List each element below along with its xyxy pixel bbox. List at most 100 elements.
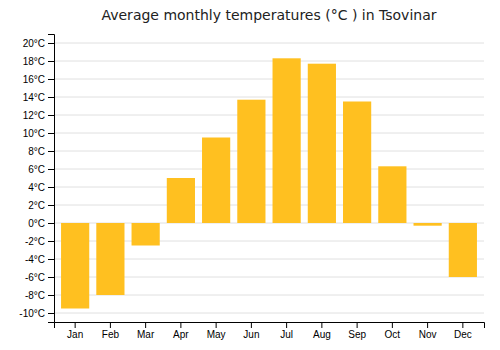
y-tick: -4°C: [25, 254, 54, 265]
y-tick: -2°C: [25, 236, 54, 247]
x-tick-label: Dec: [454, 329, 472, 340]
bar: [343, 102, 371, 224]
y-tick-mark: [48, 241, 54, 242]
x-tick-mark: [357, 322, 358, 328]
y-tick: 6°C: [28, 164, 54, 175]
y-tick-label: 6°C: [28, 164, 45, 175]
x-tick-label: Jul: [280, 329, 293, 340]
x-tick: Jun: [243, 322, 259, 340]
y-tick-mark: [48, 43, 54, 44]
x-tick-mark: [427, 322, 428, 328]
grid-line: [54, 61, 484, 62]
y-tick: 20°C: [23, 38, 54, 49]
x-tick-mark: [392, 322, 393, 328]
y-tick-mark: [48, 115, 54, 116]
bar: [237, 100, 265, 223]
y-tick-mark: [48, 295, 54, 296]
x-tick: Aug: [313, 322, 331, 340]
y-tick: 0°C: [28, 218, 54, 229]
x-tick: Jan: [67, 322, 83, 340]
x-tick-mark: [286, 322, 287, 328]
x-tick-label: Apr: [173, 329, 189, 340]
plot-area: -10°C -8°C -6°C -4°C -2°C 0°C 2°C 4°C 6°C 8°C 10°C…: [19, 35, 484, 341]
grid-line: [54, 79, 484, 80]
y-tick: 8°C: [28, 146, 54, 157]
y-tick-label: -2°C: [25, 236, 45, 247]
x-tick-mark: [321, 322, 322, 328]
x-tick-mark: [216, 322, 217, 328]
x-tick: Nov: [419, 322, 437, 340]
y-tick: -10°C: [19, 308, 54, 319]
y-tick-label: 8°C: [28, 146, 45, 157]
x-tick-label: Sep: [348, 329, 366, 340]
grid-line: [54, 115, 484, 116]
x-tick: Feb: [102, 322, 120, 340]
y-axis: -10°C -8°C -6°C -4°C -2°C 0°C 2°C 4°C 6°C 8°C 10°C…: [19, 35, 54, 323]
x-tick: Apr: [173, 322, 189, 340]
x-tick-label: Oct: [385, 329, 401, 340]
bar: [378, 166, 406, 223]
y-tick-label: -8°C: [25, 290, 45, 301]
y-tick-label: 4°C: [28, 182, 45, 193]
y-tick-mark: [48, 79, 54, 80]
y-tick: 10°C: [23, 128, 54, 139]
y-tick-label: 0°C: [28, 218, 45, 229]
y-tick: -8°C: [25, 290, 54, 301]
x-tick: Jul: [280, 322, 293, 340]
y-tick-label: 10°C: [23, 128, 45, 139]
bar: [273, 58, 301, 223]
y-tick-mark: [48, 61, 54, 62]
bar: [96, 223, 124, 295]
y-tick: 14°C: [23, 92, 54, 103]
bar: [61, 223, 89, 309]
bars: [61, 58, 477, 308]
y-tick-label: -4°C: [25, 254, 45, 265]
x-tick-mark: [110, 322, 111, 328]
x-tick-mark: [251, 322, 252, 328]
x-tick-label: May: [207, 329, 226, 340]
x-tick: Dec: [454, 322, 472, 340]
x-tick-mark: [180, 322, 181, 328]
y-tick: 2°C: [28, 200, 54, 211]
x-axis-line: [55, 323, 485, 329]
y-tick-mark: [48, 97, 54, 98]
y-tick-label: 18°C: [23, 56, 45, 67]
y-tick-mark: [48, 205, 54, 206]
y-tick-mark: [48, 133, 54, 134]
x-tick-label: Jun: [243, 329, 259, 340]
x-tick: Oct: [385, 322, 401, 340]
y-tick-label: -10°C: [19, 308, 45, 319]
x-tick-mark: [145, 322, 146, 328]
x-tick-label: Feb: [102, 329, 120, 340]
x-tick-mark: [75, 322, 76, 328]
y-tick: 18°C: [23, 56, 54, 67]
grid-line: [54, 43, 484, 44]
grid-line: [54, 97, 484, 98]
grid-line: [54, 151, 484, 152]
chart-svg: Average monthly temperatures (°C ) in Ts…: [0, 0, 500, 350]
bar: [449, 223, 477, 277]
bar: [414, 223, 442, 226]
y-tick-mark: [48, 169, 54, 170]
bar: [202, 138, 230, 224]
grid-line: [54, 205, 484, 206]
x-tick: Mar: [137, 322, 155, 340]
x-tick-mark: [462, 322, 463, 328]
y-tick-mark: [48, 151, 54, 152]
x-tick-label: Nov: [419, 329, 437, 340]
y-tick-mark: [48, 187, 54, 188]
y-axis-line: [48, 35, 55, 323]
x-axis: Jan Feb Mar Apr May Jun Jul Aug Sep Oct Nov Dec: [55, 322, 485, 340]
y-tick-mark: [48, 223, 54, 224]
y-tick-label: 14°C: [23, 92, 45, 103]
x-tick: May: [207, 322, 226, 340]
bar: [308, 64, 336, 223]
y-tick-label: 2°C: [28, 200, 45, 211]
bar: [167, 178, 195, 223]
chart-container: Average monthly temperatures (°C ) in Ts…: [0, 0, 500, 350]
y-tick: 12°C: [23, 110, 54, 121]
x-tick-label: Aug: [313, 329, 331, 340]
x-tick: Sep: [348, 322, 366, 340]
y-tick: 4°C: [28, 182, 54, 193]
y-tick-label: -6°C: [25, 272, 45, 283]
